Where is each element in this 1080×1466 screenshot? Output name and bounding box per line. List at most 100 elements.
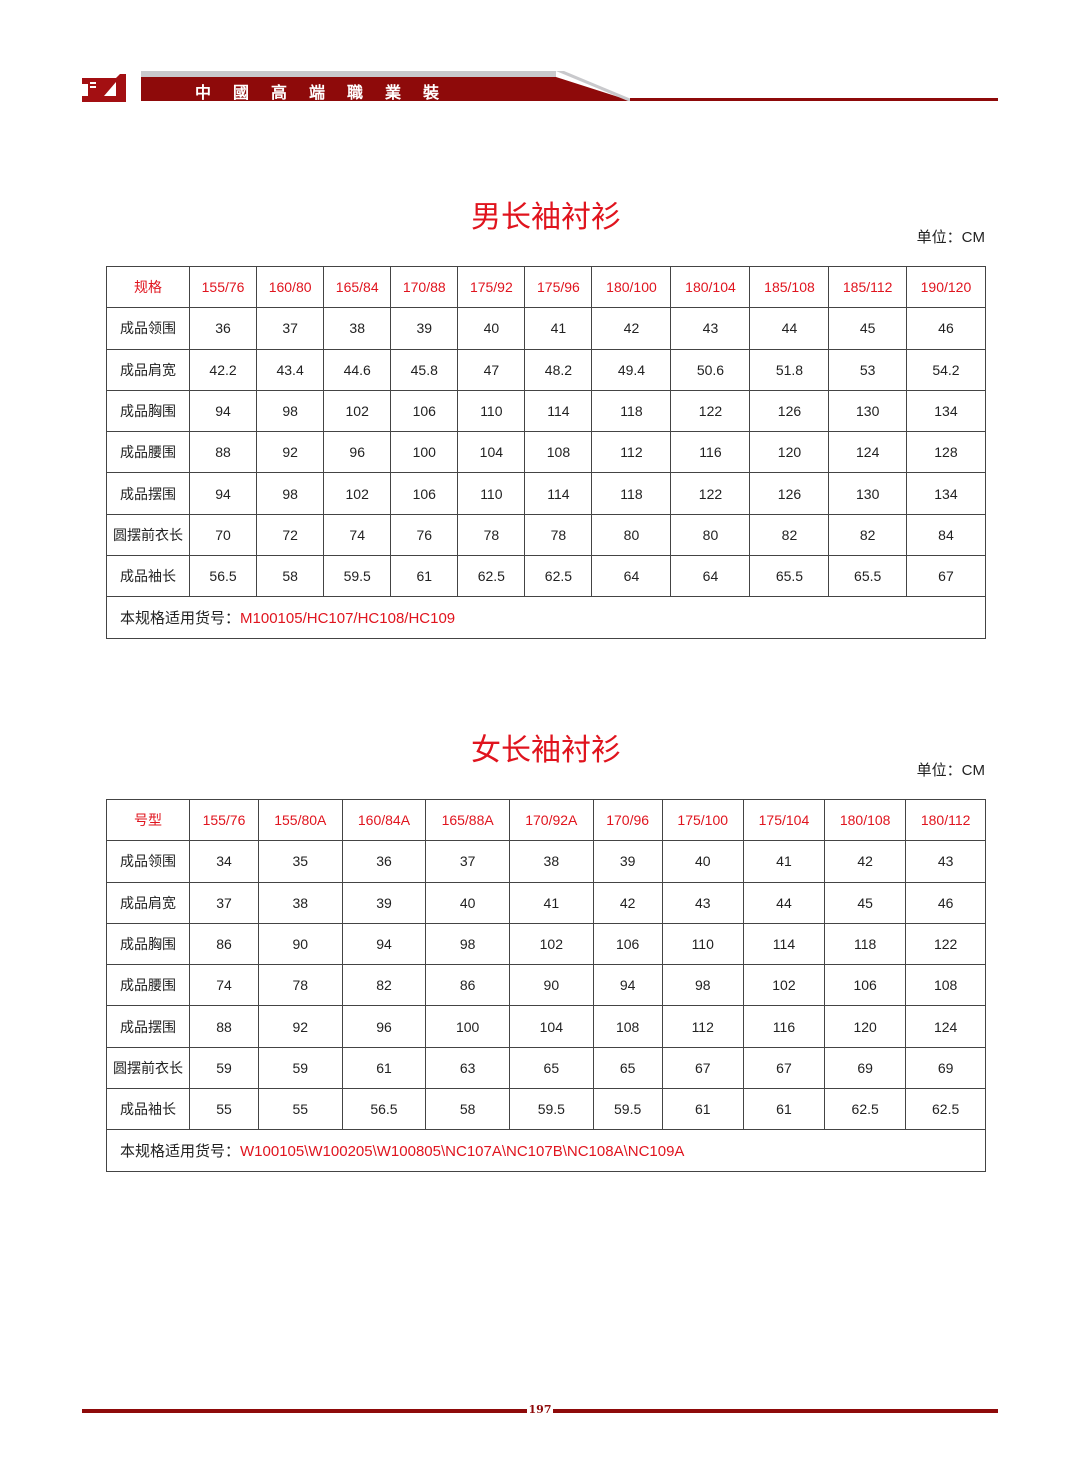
- row-label: 圆摆前衣长: [106, 1046, 190, 1090]
- value-cell: 88: [189, 1005, 259, 1048]
- row-label: 成品摆围: [106, 1005, 190, 1048]
- table-row: 成品肩宽 42.2 43.4 44.6 45.8 47 48.2 49.4 50.6 51.8 53…: [106, 348, 987, 391]
- value-cell: 34: [189, 840, 259, 883]
- value-cell: 114: [524, 389, 593, 433]
- value-cell: 56.5: [188, 555, 258, 598]
- value-cell: 80: [670, 513, 751, 557]
- size-header-cell: 175/92: [457, 265, 526, 309]
- value-cell: 40: [661, 840, 744, 883]
- row-label: 成品袖长: [106, 1088, 190, 1131]
- value-cell: 37: [425, 840, 510, 883]
- size-header-cell: 160/84A: [341, 798, 427, 842]
- value-cell: 104: [457, 431, 526, 474]
- unit-label-men: 单位：CM: [916, 229, 985, 246]
- value-cell: 118: [824, 922, 907, 966]
- row-label: 成品腰围: [106, 964, 190, 1007]
- header-row: 规格 155/76 160/80 165/84 170/88 175/92 175/96 18…: [106, 265, 987, 309]
- value-cell: 49.4: [591, 348, 672, 391]
- value-cell: 62.5: [457, 555, 526, 598]
- value-cell: 124: [828, 431, 907, 474]
- value-cell: 94: [188, 472, 258, 515]
- table-row: 成品腰围 88 92 96 100 104 108 112 116 120 124 128: [106, 431, 987, 474]
- value-cell: 86: [425, 964, 510, 1007]
- size-header-cell: 185/108: [749, 265, 830, 309]
- value-cell: 46: [905, 307, 987, 350]
- value-cell: 116: [670, 431, 751, 474]
- value-cell: 98: [256, 389, 325, 433]
- value-cell: 96: [323, 431, 392, 474]
- value-cell: 67: [661, 1046, 744, 1090]
- value-cell: 106: [390, 472, 459, 515]
- value-cell: 53: [828, 348, 907, 391]
- table-row: 成品领围 34 35 36 37 38 39 40 41 42 43: [106, 840, 986, 883]
- value-cell: 43: [661, 881, 744, 924]
- table-row: 圆摆前衣长 70 72 74 76 78 78 80 80 82 82 84: [106, 513, 987, 557]
- value-cell: 47: [457, 348, 526, 391]
- value-cell: 41: [524, 307, 593, 350]
- value-cell: 38: [323, 307, 392, 350]
- table-row: 成品胸围 86 90 94 98 102 106 110 114 118 122: [106, 922, 986, 966]
- value-cell: 40: [457, 307, 526, 350]
- value-cell: 44: [742, 881, 826, 924]
- value-cell: 108: [524, 431, 593, 474]
- value-cell: 110: [457, 472, 526, 515]
- value-cell: 90: [508, 964, 594, 1007]
- value-cell: 44.6: [323, 348, 392, 391]
- table-row: 成品胸围 94 98 102 106 110 114 118 122 126 130 134: [106, 389, 987, 433]
- value-cell: 134: [905, 472, 987, 515]
- size-table-women: 号型 155/76 155/80A 160/84A 165/88A 170/92A 170/…: [106, 798, 986, 1172]
- table-row: 成品领围 36 37 38 39 40 41 42 43 44 45 46: [106, 307, 987, 350]
- table-row: 成品袖长 55 55 56.5 58 59.5 59.5 61 61 62.5 62.5: [106, 1088, 986, 1131]
- value-cell: 86: [189, 922, 259, 966]
- value-cell: 114: [742, 922, 826, 966]
- value-cell: 82: [341, 964, 427, 1007]
- value-cell: 44: [749, 307, 830, 350]
- value-cell: 58: [256, 555, 325, 598]
- value-cell: 102: [323, 472, 392, 515]
- value-cell: 46: [905, 881, 986, 924]
- value-cell: 108: [592, 1005, 663, 1048]
- value-cell: 76: [390, 513, 459, 557]
- value-cell: 62.5: [524, 555, 593, 598]
- header-rule: [630, 98, 998, 101]
- size-header-cell: 170/88: [390, 265, 459, 309]
- value-cell: 112: [661, 1005, 744, 1048]
- value-cell: 108: [905, 964, 986, 1007]
- value-cell: 94: [341, 922, 427, 966]
- value-cell: 36: [188, 307, 258, 350]
- size-header-cell: 175/96: [524, 265, 593, 309]
- size-header-cell: 190/120: [905, 265, 987, 309]
- value-cell: 48.2: [524, 348, 593, 391]
- note-row: 本规格适用货号：M100105/HC107/HC108/HC109: [106, 596, 986, 639]
- value-cell: 59.5: [508, 1088, 594, 1131]
- size-header-cell: 180/104: [670, 265, 751, 309]
- value-cell: 64: [591, 555, 672, 598]
- value-cell: 98: [425, 922, 510, 966]
- row-label: 成品肩宽: [106, 348, 190, 391]
- value-cell: 64: [670, 555, 751, 598]
- value-cell: 59.5: [592, 1088, 663, 1131]
- value-cell: 67: [905, 555, 987, 598]
- value-cell: 110: [457, 389, 526, 433]
- value-cell: 37: [256, 307, 325, 350]
- value-cell: 94: [188, 389, 258, 433]
- style-numbers: W100105\W100205\W100805\NC107A\NC107B\NC…: [240, 1143, 685, 1161]
- value-cell: 78: [457, 513, 526, 557]
- value-cell: 36: [341, 840, 427, 883]
- value-cell: 98: [256, 472, 325, 515]
- value-cell: 124: [905, 1005, 986, 1048]
- note-label: 本规格适用货号：: [120, 610, 241, 628]
- value-cell: 37: [189, 881, 259, 924]
- value-cell: 51.8: [749, 348, 830, 391]
- value-cell: 40: [425, 881, 510, 924]
- value-cell: 122: [905, 922, 986, 966]
- value-cell: 43.4: [256, 348, 325, 391]
- value-cell: 56.5: [341, 1088, 427, 1131]
- note-cell: 本规格适用货号：M100105/HC107/HC108/HC109: [106, 596, 986, 639]
- size-header-cell: 180/112: [905, 798, 986, 842]
- size-header-cell: 155/80A: [257, 798, 343, 842]
- value-cell: 42: [591, 307, 672, 350]
- value-cell: 65: [508, 1046, 594, 1090]
- size-header-cell: 175/100: [661, 798, 744, 842]
- value-cell: 112: [591, 431, 672, 474]
